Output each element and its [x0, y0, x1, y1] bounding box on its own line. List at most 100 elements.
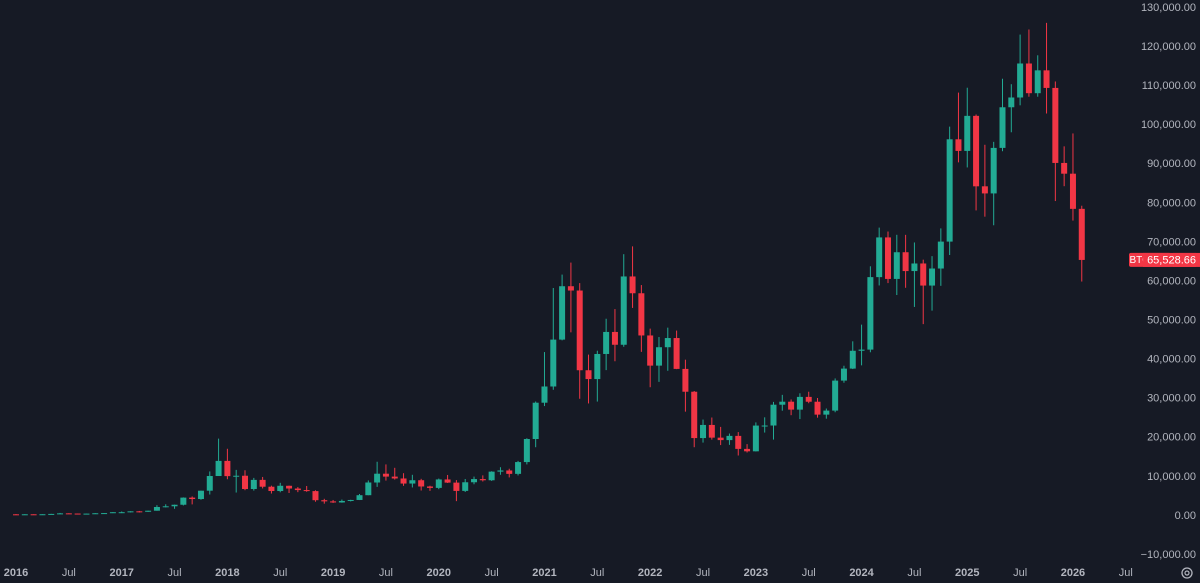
candle-body	[250, 479, 257, 490]
candle-body	[268, 486, 275, 492]
candle-body	[788, 401, 795, 410]
candle-body	[479, 479, 486, 481]
candle-body	[224, 460, 231, 477]
x-tick-label: 2026	[1061, 567, 1085, 579]
candle-body	[796, 396, 803, 410]
x-tick-label: 2022	[638, 567, 662, 579]
candle-body	[286, 485, 293, 489]
candle-body	[1078, 208, 1085, 260]
candle-body	[673, 338, 680, 369]
candle-body	[814, 401, 821, 415]
candle-body	[920, 263, 927, 286]
candle-body	[294, 488, 301, 491]
candle-body	[1034, 70, 1041, 94]
y-tick-label: 130,000.00	[1141, 2, 1196, 14]
candle-body	[30, 514, 37, 516]
candle-body	[180, 497, 187, 505]
candle-body	[541, 386, 548, 403]
candle-body	[840, 368, 847, 381]
candle-body	[682, 368, 689, 392]
candle-body	[805, 396, 812, 402]
y-tick-label: 0.00	[1175, 510, 1196, 522]
x-tick-label: Jul	[1119, 567, 1133, 579]
candle-body	[884, 237, 891, 279]
x-tick-label: Jul	[590, 567, 604, 579]
candle-body	[823, 410, 830, 415]
x-tick-label: 2025	[955, 567, 979, 579]
candle-body	[929, 268, 936, 286]
candle-body	[426, 486, 433, 488]
candle-body	[611, 331, 618, 345]
candle-body	[999, 107, 1006, 148]
candle-body	[981, 186, 988, 194]
candle-body	[849, 350, 856, 369]
last-price-label: 65,528.66	[1147, 254, 1196, 266]
candle-body	[365, 482, 372, 496]
candle-body	[400, 478, 407, 484]
candle-body	[1008, 97, 1015, 108]
candle-body	[876, 237, 883, 278]
settings-icon[interactable]	[1181, 567, 1193, 579]
candle-body	[171, 504, 178, 507]
x-tick-label: 2016	[4, 567, 28, 579]
candle-body	[858, 349, 865, 351]
x-tick-label: Jul	[907, 567, 921, 579]
candle-body	[92, 513, 99, 515]
candle-body	[153, 506, 160, 511]
candle-body	[1043, 70, 1050, 88]
candle-body	[752, 425, 759, 452]
x-tick-label: 2020	[427, 567, 451, 579]
x-tick-label: Jul	[62, 567, 76, 579]
candle-body	[497, 470, 504, 472]
candle-body	[48, 513, 55, 515]
candles	[13, 22, 1085, 516]
y-tick-label: 60,000.00	[1147, 275, 1196, 287]
y-tick-label: 50,000.00	[1147, 315, 1196, 327]
candle-body	[700, 424, 707, 439]
candle-body	[902, 252, 909, 272]
settings-core	[1184, 570, 1190, 576]
candle-body	[101, 513, 108, 515]
candle-body	[83, 513, 90, 515]
candle-body	[585, 370, 592, 380]
x-tick-label: 2019	[321, 567, 345, 579]
x-tick-label: 2024	[849, 567, 874, 579]
candle-body	[435, 479, 442, 488]
candle-body	[39, 514, 46, 516]
candle-body	[356, 495, 363, 500]
candle-body	[770, 404, 777, 426]
candle-body	[1061, 162, 1068, 174]
candle-body	[664, 338, 671, 348]
candle-body	[74, 513, 81, 515]
x-tick-label: 2023	[744, 567, 768, 579]
x-tick-label: 2017	[109, 567, 133, 579]
candle-body	[761, 425, 768, 427]
x-tick-label: Jul	[273, 567, 287, 579]
x-tick-label: Jul	[802, 567, 816, 579]
x-tick-label: 2018	[215, 567, 239, 579]
x-tick-label: Jul	[696, 567, 710, 579]
y-tick-label: 10,000.00	[1147, 471, 1196, 483]
candle-body	[990, 147, 997, 194]
candle-body	[65, 513, 72, 515]
candle-body	[127, 511, 134, 513]
candle-body	[145, 510, 152, 512]
candle-body	[867, 277, 874, 350]
candle-body	[57, 513, 64, 515]
candle-body	[1052, 87, 1059, 163]
candle-body	[964, 115, 971, 151]
candle-body	[620, 276, 627, 345]
candle-body	[629, 276, 636, 294]
candle-body	[453, 482, 460, 491]
candle-body	[567, 286, 574, 291]
candle-body	[726, 435, 733, 441]
candle-body	[1025, 63, 1032, 94]
candle-body	[946, 139, 953, 242]
candle-body	[338, 500, 345, 503]
candle-body	[471, 479, 478, 483]
candle-body	[603, 331, 610, 354]
candle-body	[462, 482, 469, 491]
candle-body	[162, 506, 169, 508]
candle-body	[409, 480, 416, 484]
